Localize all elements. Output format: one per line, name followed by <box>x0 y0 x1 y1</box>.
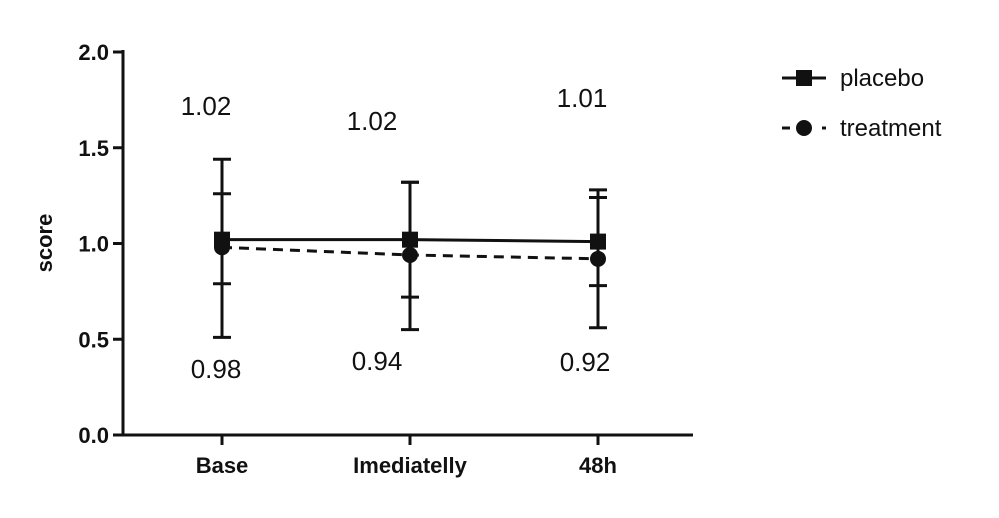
series-markers <box>214 231 606 267</box>
data-label-placebo: 1.02 <box>347 106 398 136</box>
marker-treatment <box>402 246 418 263</box>
data-labels: 1.02 1.02 1.01 0.98 0.94 0.92 <box>181 83 611 384</box>
y-tick-label: 0.5 <box>78 327 109 352</box>
y-axis-label: score <box>32 214 57 273</box>
marker-placebo <box>402 231 418 248</box>
legend: placebo treatment <box>782 65 942 142</box>
y-tick-label: 1.5 <box>78 136 109 161</box>
legend-label-treatment: treatment <box>840 115 942 142</box>
x-tick-label: Imediatelly <box>353 453 467 478</box>
data-label-treatment: 0.94 <box>352 346 403 376</box>
y-tick-label: 2.0 <box>78 40 109 65</box>
legend-marker-treatment <box>796 120 812 136</box>
data-label-placebo: 1.02 <box>181 91 232 121</box>
marker-treatment <box>214 239 230 256</box>
x-tick-label: 48h <box>579 453 617 478</box>
legend-label-placebo: placebo <box>840 65 924 92</box>
data-label-treatment: 0.98 <box>191 354 242 384</box>
x-tick-label: Base <box>196 453 249 478</box>
x-ticks: Base Imediatelly 48h <box>196 435 617 478</box>
marker-placebo <box>590 233 606 250</box>
y-tick-label: 0.0 <box>78 423 109 448</box>
y-tick-label: 1.0 <box>78 232 109 257</box>
y-ticks: 0.0 0.5 1.0 1.5 2.0 <box>78 40 123 448</box>
data-label-treatment: 0.92 <box>560 347 611 377</box>
marker-treatment <box>590 250 606 267</box>
legend-marker-placebo <box>796 70 812 86</box>
data-label-placebo: 1.01 <box>557 83 608 113</box>
